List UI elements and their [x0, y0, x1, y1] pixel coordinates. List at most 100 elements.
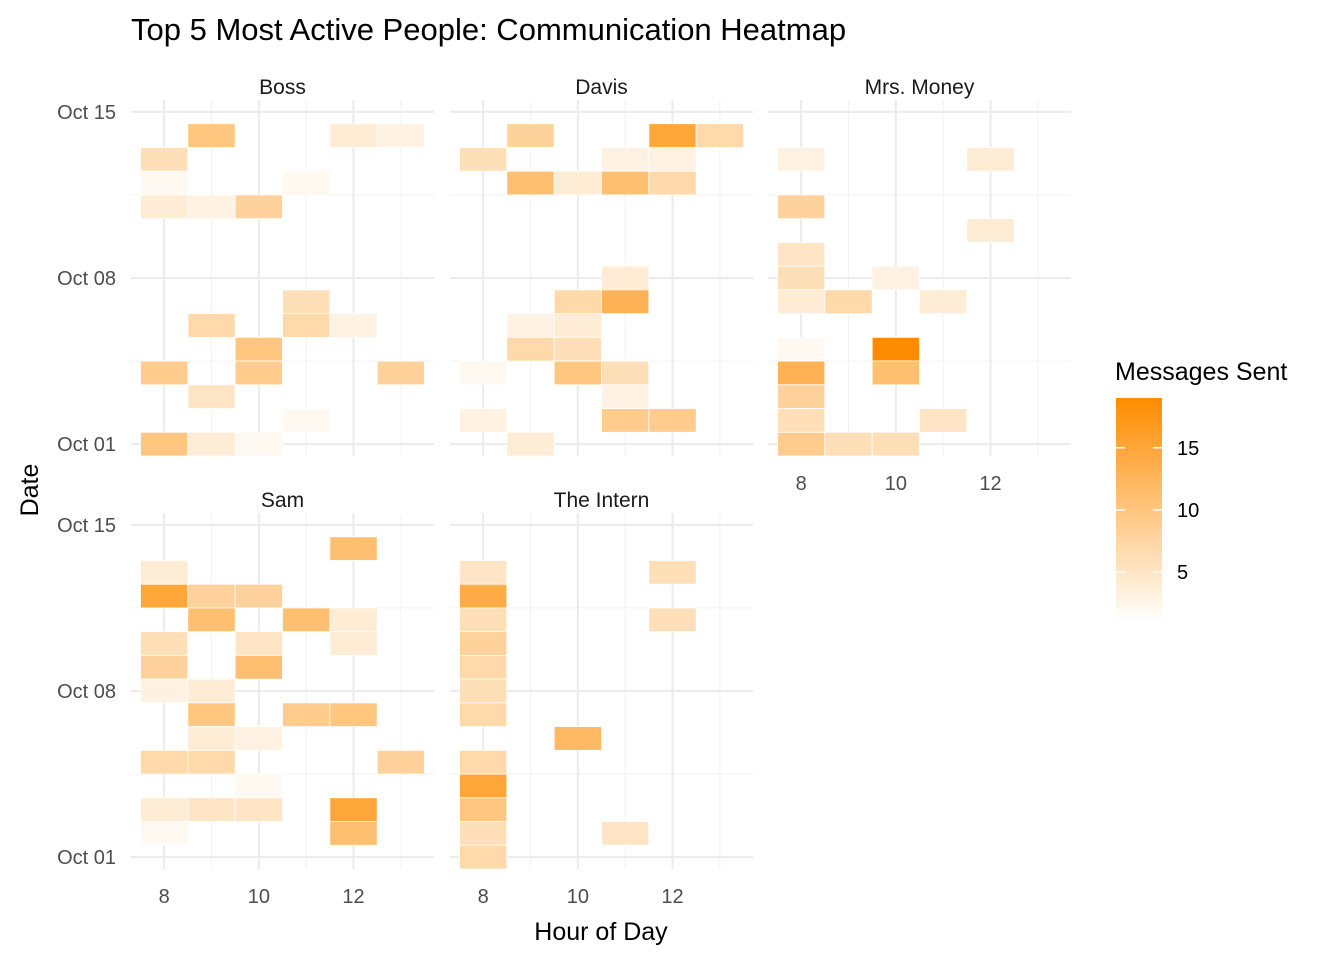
- chart-title: Top 5 Most Active People: Communication …: [131, 12, 846, 47]
- heatmap-cell: [234, 797, 283, 822]
- x-tick-label: 12: [661, 886, 683, 908]
- heatmap-cell: [601, 384, 650, 409]
- heatmap-cell: [777, 147, 826, 172]
- heatmap-cell: [695, 123, 744, 148]
- heatmap-cell: [506, 431, 555, 457]
- heatmap-cell: [329, 123, 378, 148]
- y-tick-label: Oct 15: [57, 515, 116, 537]
- x-tick-label: 12: [342, 886, 364, 908]
- y-tick-label: Oct 15: [57, 102, 116, 124]
- heatmap-cell: [777, 431, 826, 457]
- heatmap-cell: [648, 147, 697, 172]
- x-tick-label: 12: [979, 473, 1001, 495]
- heatmap-cell: [140, 821, 189, 846]
- heatmap-cell: [601, 821, 650, 846]
- heatmap-cell: [187, 384, 236, 409]
- heatmap-cell: [140, 631, 189, 656]
- legend-tick-label: 15: [1177, 438, 1199, 460]
- heatmap-cell: [459, 655, 508, 680]
- heatmap-cell: [553, 170, 602, 196]
- heatmap-cell: [234, 360, 283, 386]
- heatmap-cell: [601, 289, 650, 315]
- heatmap-cell: [234, 583, 283, 609]
- heatmap-cell: [234, 631, 283, 656]
- heatmap-cell: [282, 702, 331, 727]
- heatmap-cell: [648, 123, 697, 148]
- heatmap-cell: [234, 194, 283, 220]
- legend-tick-label: 5: [1177, 562, 1188, 584]
- x-tick-label: 8: [796, 473, 807, 495]
- heatmap-cell: [282, 313, 331, 338]
- heatmap-cell: [601, 360, 650, 386]
- heatmap-cell: [459, 702, 508, 727]
- heatmap-cell: [140, 583, 189, 609]
- heatmap-cell: [140, 560, 189, 585]
- panel-davis: Davis: [450, 76, 753, 457]
- heatmap-cell: [506, 170, 555, 196]
- heatmap-cell: [871, 431, 920, 457]
- y-tick-label: Oct 08: [57, 268, 116, 290]
- heatmap-cell: [824, 289, 873, 315]
- heatmap-cell: [234, 431, 283, 457]
- heatmap-cell: [282, 408, 331, 433]
- heatmap-cell: [553, 360, 602, 386]
- heatmap-cell: [777, 360, 826, 386]
- heatmap-cell: [777, 241, 826, 267]
- heatmap-cell: [648, 560, 697, 585]
- panel-boss: Boss Oct 01 Oct 08 Oct 15: [57, 76, 434, 457]
- x-tick-label: 8: [159, 886, 170, 908]
- y-tick-label: Oct 01: [57, 847, 116, 869]
- panel-title: Mrs. Money: [865, 76, 975, 99]
- heatmap-cell: [459, 821, 508, 846]
- y-tick-label: Oct 08: [57, 681, 116, 703]
- heatmap-cell: [140, 170, 189, 196]
- heatmap-cell: [329, 821, 378, 846]
- heatmap-cell: [553, 336, 602, 362]
- heatmap-cell: [376, 360, 425, 386]
- heatmap-cell: [553, 289, 602, 315]
- heatmap-cell: [187, 313, 236, 338]
- heatmap-cell: [376, 123, 425, 148]
- heatmap-cell: [919, 408, 968, 433]
- heatmap-cell: [140, 147, 189, 172]
- heatmap-cell: [140, 678, 189, 704]
- heatmap-cell: [601, 265, 650, 291]
- heatmap-cell: [824, 431, 873, 457]
- heatmap-cell: [777, 384, 826, 409]
- heatmap-cell: [648, 607, 697, 633]
- x-tick-label: 8: [478, 886, 489, 908]
- heatmap-cell: [234, 655, 283, 680]
- x-tick-label: 10: [567, 886, 589, 908]
- heatmap-cell: [187, 607, 236, 633]
- heatmap-cell: [187, 702, 236, 727]
- panel-sam: Sam Oct 01 Oct 08 Oct 15 8 10 12: [57, 489, 434, 908]
- heatmap-cell: [376, 749, 425, 775]
- heatmap-cell: [187, 797, 236, 822]
- panel-title: Davis: [575, 76, 628, 99]
- heatmap-cell: [777, 289, 826, 315]
- heatmap-cell: [601, 170, 650, 196]
- heatmap-cell: [187, 749, 236, 775]
- heatmap-cell: [140, 749, 189, 775]
- panel-title: Sam: [261, 489, 304, 512]
- heatmap-cell: [459, 678, 508, 704]
- x-tick-label: 10: [248, 886, 270, 908]
- heatmap-cell: [187, 583, 236, 609]
- heatmap-cell: [459, 147, 508, 172]
- heatmap-cell: [871, 360, 920, 386]
- heatmap-cell: [140, 797, 189, 822]
- panel-mrs-money: Mrs. Money 8 10 12: [768, 76, 1071, 495]
- heatmap-cell: [601, 408, 650, 433]
- legend-tick-label: 10: [1177, 500, 1199, 522]
- heatmap-cell: [459, 773, 508, 799]
- heatmap-cell: [919, 289, 968, 315]
- legend: 5 10 15: [1116, 398, 1199, 622]
- heatmap-cell: [553, 313, 602, 338]
- heatmap-cell: [966, 147, 1015, 172]
- x-axis-label: Hour of Day: [534, 918, 668, 946]
- heatmap-cell: [329, 607, 378, 633]
- heatmap-cell: [506, 313, 555, 338]
- heatmap-cell: [329, 702, 378, 727]
- heatmap-cell: [329, 631, 378, 656]
